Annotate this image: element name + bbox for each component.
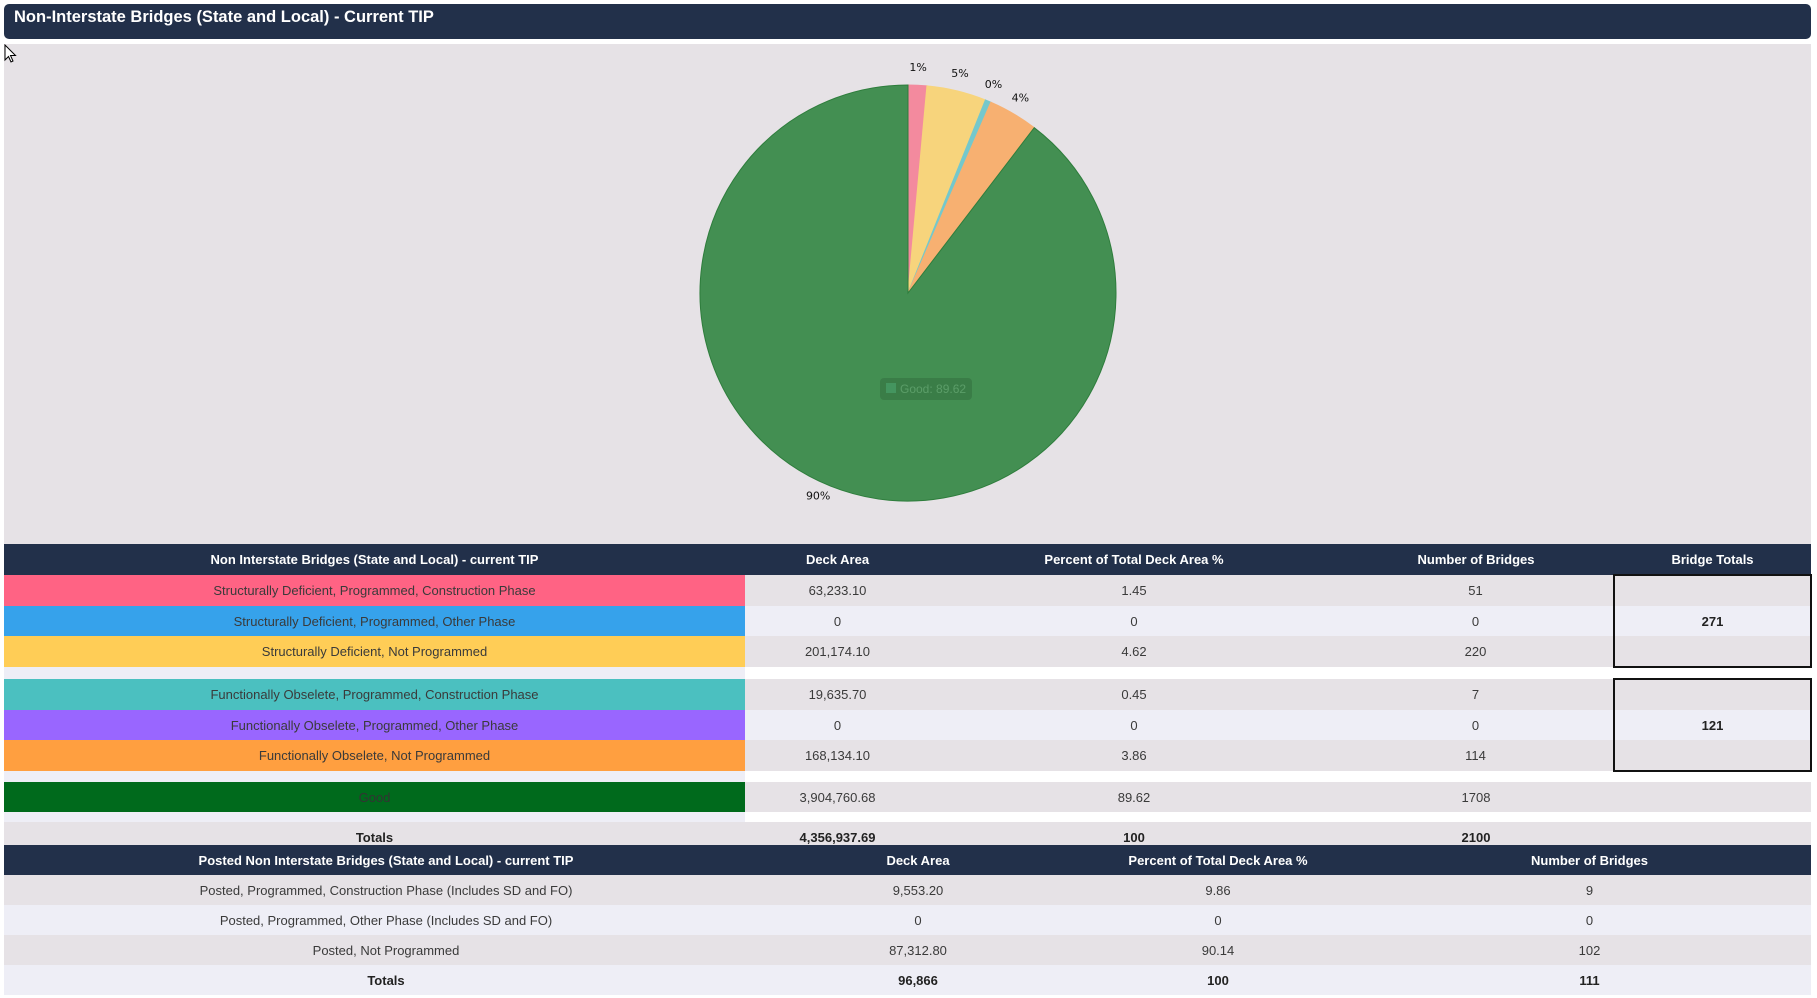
row-label: Functionally Obselete, Not Programmed — [4, 740, 745, 771]
percent-cell: 0.45 — [930, 679, 1338, 710]
percent-cell: 0 — [1068, 905, 1368, 935]
table-row-good: Good 3,904,760.68 89.62 1708 — [4, 782, 1811, 812]
totals-bridges: 111 — [1368, 965, 1811, 995]
header-deck-area: Deck Area — [745, 544, 930, 575]
percent-cell: 89.62 — [930, 782, 1338, 812]
percent-cell: 0 — [930, 710, 1338, 740]
group-spacer — [4, 771, 1811, 782]
posted-header-bridges: Number of Bridges — [1368, 845, 1811, 875]
pie-slice-good[interactable] — [699, 84, 1117, 502]
bridges-cell: 7 — [1338, 679, 1614, 710]
bridge-total-cell — [1613, 636, 1812, 668]
bridges-cell: 0 — [1338, 606, 1614, 636]
posted-bridges-table: Posted Non Interstate Bridges (State and… — [4, 845, 1811, 995]
table-row: Posted, Not Programmed 87,312.80 90.14 1… — [4, 935, 1811, 965]
deck-area-cell: 0 — [745, 710, 930, 740]
table-row: Posted, Programmed, Construction Phase (… — [4, 875, 1811, 905]
row-label: Posted, Not Programmed — [4, 935, 768, 965]
table-row: Structurally Deficient, Not Programmed 2… — [4, 636, 1812, 668]
bridge-total-cell — [1613, 740, 1812, 772]
header-percent: Percent of Total Deck Area % — [930, 544, 1338, 575]
bridge-total-functionally-obsolete: 121 — [1613, 710, 1812, 740]
pie-label-functionally-obselete-not-programmed: 4% — [1012, 92, 1029, 105]
percent-cell: 1.45 — [930, 575, 1338, 606]
table-row: Functionally Obselete, Programmed, Const… — [4, 678, 1812, 710]
posted-header-percent: Percent of Total Deck Area % — [1068, 845, 1368, 875]
percent-cell: 3.86 — [930, 740, 1338, 771]
posted-header-deck-area: Deck Area — [768, 845, 1068, 875]
deck-area-cell: 0 — [768, 905, 1068, 935]
totals-deck-area: 96,866 — [768, 965, 1068, 995]
deck-area-cell: 168,134.10 — [745, 740, 930, 771]
row-label: Structurally Deficient, Programmed, Othe… — [4, 606, 745, 636]
deck-area-cell: 3,904,760.68 — [745, 782, 930, 812]
percent-cell: 0 — [930, 606, 1338, 636]
table-row: Functionally Obselete, Not Programmed 16… — [4, 740, 1812, 772]
pie-label-structurally-deficient-not-programmed: 5% — [951, 67, 968, 80]
row-label: Structurally Deficient, Programmed, Cons… — [4, 575, 745, 606]
bridges-cell: 102 — [1368, 935, 1811, 965]
page-title: Non-Interstate Bridges (State and Local)… — [14, 8, 434, 26]
posted-header-category: Posted Non Interstate Bridges (State and… — [4, 845, 768, 875]
row-label: Structurally Deficient, Not Programmed — [4, 636, 745, 667]
deck-area-cell: 201,174.10 — [745, 636, 930, 667]
percent-cell: 90.14 — [1068, 935, 1368, 965]
table-row: Functionally Obselete, Programmed, Other… — [4, 710, 1812, 740]
percent-cell: 4.62 — [930, 636, 1338, 667]
deck-area-cell: 19,635.70 — [745, 679, 930, 710]
row-label: Good — [4, 782, 745, 812]
bridges-cell: 0 — [1338, 710, 1614, 740]
mouse-cursor-icon — [4, 44, 17, 63]
bridge-total-cell — [1613, 574, 1812, 606]
pie-chart-panel: 1% 5% 0% 4% 90% Good: 89.62 — [4, 44, 1811, 544]
group-spacer — [4, 667, 1811, 679]
pie-tooltip: Good: 89.62 — [880, 378, 972, 400]
tooltip-swatch-icon — [886, 383, 896, 393]
pie-label-structurally-deficient-programmed-construction-phase: 1% — [909, 61, 926, 74]
bridges-cell: 220 — [1338, 636, 1614, 667]
pie-label-functionally-obselete-programmed-construction-phase: 0% — [985, 78, 1002, 91]
row-label: Posted, Programmed, Other Phase (Include… — [4, 905, 768, 935]
deck-area-cell: 9,553.20 — [768, 875, 1068, 905]
page-title-bar: Non-Interstate Bridges (State and Local)… — [4, 4, 1811, 39]
deck-area-cell: 0 — [745, 606, 930, 636]
bridges-cell: 114 — [1338, 740, 1614, 771]
percent-cell: 9.86 — [1068, 875, 1368, 905]
row-label: Functionally Obselete, Programmed, Const… — [4, 679, 745, 710]
bridges-table-header: Non Interstate Bridges (State and Local)… — [4, 544, 1811, 575]
row-label: Functionally Obselete, Programmed, Other… — [4, 710, 745, 740]
header-bridge-totals: Bridge Totals — [1614, 544, 1811, 575]
tooltip-text: Good: 89.62 — [900, 382, 966, 396]
header-category: Non Interstate Bridges (State and Local)… — [4, 544, 745, 575]
header-bridges: Number of Bridges — [1338, 544, 1614, 575]
bridge-total-cell — [1613, 678, 1812, 710]
bridges-cell: 51 — [1338, 575, 1614, 606]
deck-area-cell: 63,233.10 — [745, 575, 930, 606]
bridge-total-structurally-deficient: 271 — [1613, 606, 1812, 636]
bridges-cell: 0 — [1368, 905, 1811, 935]
group-spacer — [4, 812, 1811, 822]
pie-label-good: 90% — [806, 490, 830, 503]
table-row-totals: Totals 96,866 100 111 — [4, 965, 1811, 995]
totals-label: Totals — [4, 965, 768, 995]
bridges-table: Non Interstate Bridges (State and Local)… — [4, 544, 1812, 852]
table-row: Posted, Programmed, Other Phase (Include… — [4, 905, 1811, 935]
bridges-cell: 1708 — [1338, 782, 1614, 812]
pie-chart: 1% 5% 0% 4% 90% Good: 89.62 — [699, 61, 1117, 503]
table-row: Structurally Deficient, Programmed, Othe… — [4, 606, 1812, 636]
bridge-total-cell — [1614, 782, 1811, 812]
bridges-cell: 9 — [1368, 875, 1811, 905]
posted-table-header: Posted Non Interstate Bridges (State and… — [4, 845, 1811, 875]
totals-percent: 100 — [1068, 965, 1368, 995]
deck-area-cell: 87,312.80 — [768, 935, 1068, 965]
row-label: Posted, Programmed, Construction Phase (… — [4, 875, 768, 905]
table-row: Structurally Deficient, Programmed, Cons… — [4, 574, 1812, 606]
